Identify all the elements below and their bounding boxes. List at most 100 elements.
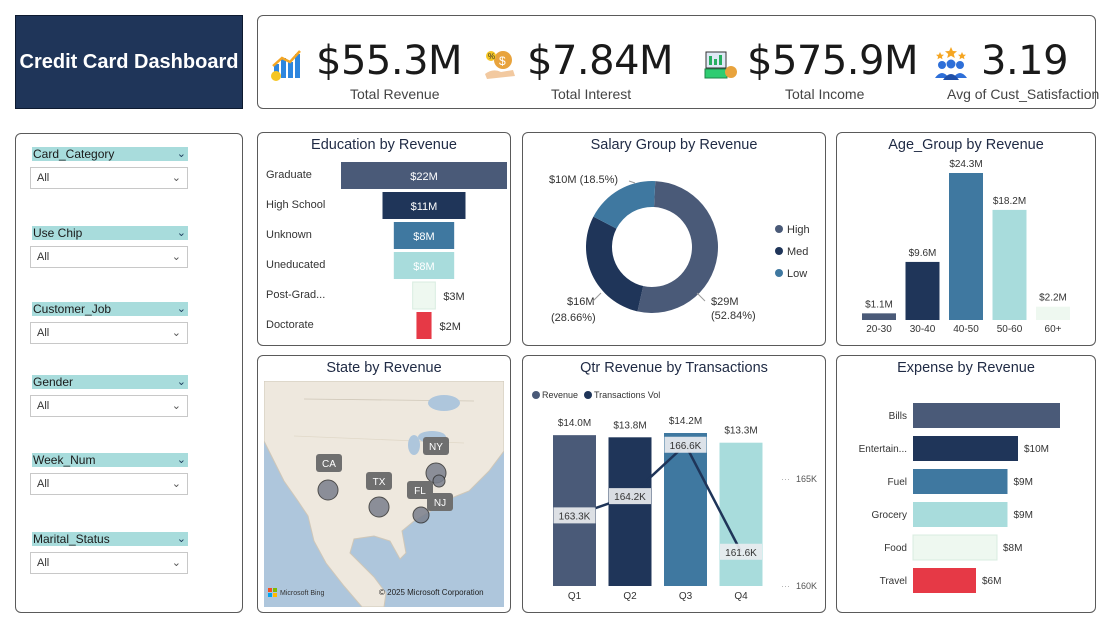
salary-slice-high xyxy=(637,181,718,313)
slicer-header[interactable]: Card_Category ⌄ xyxy=(32,147,188,161)
slicer-header[interactable]: Customer_Job ⌄ xyxy=(32,302,188,316)
salary-chart[interactable]: $29M (52.84%) $16M (28.66%) $10M (18.5%) High… xyxy=(523,133,827,347)
slicer-header[interactable]: Marital_Status ⌄ xyxy=(32,532,188,546)
qtr-category-label: Q4 xyxy=(734,591,748,602)
slicer-dropdown[interactable]: All ⌄ xyxy=(30,395,188,417)
kpi-avg-satisfaction-label: Avg of Cust_Satisfaction xyxy=(947,86,1100,102)
slicer-dropdown[interactable]: All ⌄ xyxy=(30,246,188,268)
slicer-header[interactable]: Week_Num ⌄ xyxy=(32,453,188,467)
slicer-dropdown[interactable]: All ⌄ xyxy=(30,322,188,344)
age-value-label: $1.1M xyxy=(865,299,893,310)
expense-value-label: $9M xyxy=(1014,477,1033,488)
education-chart[interactable]: Graduate $22M High School $11M Unknown $8M Une… xyxy=(258,133,512,347)
age-bar xyxy=(905,261,940,320)
slicer-header[interactable]: Gender ⌄ xyxy=(32,375,188,389)
slicer-dropdown[interactable]: All ⌄ xyxy=(30,552,188,574)
salary-legend-marker xyxy=(775,225,783,233)
chevron-down-icon: ⌄ xyxy=(171,251,181,263)
expense-chart-title: Expense by Revenue xyxy=(897,360,1035,376)
qtr-transactions-label-bg xyxy=(664,436,707,453)
kpi-total-interest-value: $7.84M xyxy=(527,38,674,84)
education-value: $8M xyxy=(413,231,434,243)
expense-bar xyxy=(913,403,1060,428)
qtr-revenue-label: $13.8M xyxy=(613,420,646,431)
kpi-panel: $55.3M Total Revenue $ % $7.84M Total In… xyxy=(257,15,1099,109)
qtr-category-label: Q3 xyxy=(679,591,693,602)
expense-value-label: $10M xyxy=(1024,444,1049,455)
chevron-down-icon[interactable]: ⌄ xyxy=(176,303,186,315)
age-bar xyxy=(862,313,896,320)
salary-leader-line xyxy=(696,292,706,302)
education-chart-panel: Education by Revenue Graduate $22M High Sc… xyxy=(257,132,511,346)
bing-logo: Microsoft Bing xyxy=(268,588,324,597)
kpi-total-revenue-value: $55.3M xyxy=(316,38,463,84)
svg-text:$: $ xyxy=(499,54,506,68)
education-label: Unknown xyxy=(266,229,312,241)
qtr-revenue-label: $14.0M xyxy=(558,418,591,429)
marker-tx[interactable]: TX xyxy=(366,472,392,518)
slicer-header[interactable]: Use Chip ⌄ xyxy=(32,226,188,240)
svg-text:%: % xyxy=(488,52,495,61)
marker-ca[interactable]: CA xyxy=(316,454,342,501)
age-chart[interactable]: $1.1M 20-30 $9.6M 30-40 $24.3M 40-50 $18.2M 50-… xyxy=(837,133,1097,347)
qtr-transactions-label-bg xyxy=(553,507,596,524)
dashboard-title-box: Credit Card Dashboard xyxy=(15,15,243,109)
qtr-legend-label: Revenue xyxy=(542,390,578,400)
chevron-down-icon: ⌄ xyxy=(171,557,181,569)
age-category-label: 30-40 xyxy=(910,324,936,335)
slicer-value: All xyxy=(37,557,50,569)
marker-ny[interactable]: NY xyxy=(423,437,449,488)
qtr-category-label: Q1 xyxy=(568,591,582,602)
chevron-down-icon[interactable]: ⌄ xyxy=(176,227,186,239)
education-value: $2M xyxy=(440,321,461,333)
marker-nj[interactable]: NJ xyxy=(427,493,453,511)
chevron-down-icon[interactable]: ⌄ xyxy=(176,533,186,545)
slicer-dropdown[interactable]: All ⌄ xyxy=(30,473,188,495)
education-bar xyxy=(382,192,466,219)
education-label: Post-Grad... xyxy=(266,289,325,301)
dashboard-title: Credit Card Dashboard xyxy=(19,50,239,73)
qtr-y2-dots: ··· xyxy=(781,474,790,484)
chevron-down-icon: ⌄ xyxy=(171,172,181,184)
education-bar xyxy=(416,312,432,339)
education-bar xyxy=(393,252,455,279)
expense-category-label: Food xyxy=(884,543,907,554)
salary-legend-marker xyxy=(775,269,783,277)
chevron-down-icon: ⌄ xyxy=(171,400,181,412)
age-category-label: 20-30 xyxy=(866,324,892,335)
chevron-down-icon[interactable]: ⌄ xyxy=(176,376,186,388)
salary-leader-line xyxy=(628,180,636,184)
qtr-bar xyxy=(664,433,707,586)
age-bar xyxy=(1036,306,1070,320)
qtr-y2-dots: ··· xyxy=(781,581,790,591)
salary-label-med: $16M xyxy=(567,296,595,308)
marker-fl[interactable]: FL xyxy=(407,481,433,524)
salary-legend-label: High xyxy=(787,224,810,236)
education-value: $3M xyxy=(443,291,464,303)
marker-label-ny: NY xyxy=(429,442,443,453)
expense-bar xyxy=(913,568,976,593)
expense-chart[interactable]: Bills Entertain... $10M Fuel $9M Grocery $9M Fo… xyxy=(837,356,1097,614)
qtr-bar xyxy=(719,442,763,586)
chevron-down-icon[interactable]: ⌄ xyxy=(176,454,186,466)
expense-category-label: Grocery xyxy=(871,510,907,521)
slicer-dropdown[interactable]: All ⌄ xyxy=(30,167,188,189)
qtr-chart-title: Qtr Revenue by Transactions xyxy=(580,360,768,376)
kpi-avg-satisfaction: 3.19 Avg of Cust_Satisfaction xyxy=(933,16,1099,108)
map-brand: Microsoft Bing xyxy=(280,590,324,597)
qtr-legend-marker xyxy=(532,391,540,399)
qtr-legend-label: Transactions Vol xyxy=(594,390,660,400)
qtr-bar xyxy=(608,437,652,586)
education-value: $22M xyxy=(410,171,438,183)
marker-label-nj: NJ xyxy=(434,498,446,509)
education-bar xyxy=(412,281,436,310)
qtr-chart[interactable]: Revenue Transactions Vol $14.0M Q1 $13.8M Q2 $… xyxy=(523,356,827,614)
expense-bar xyxy=(913,436,1018,461)
qtr-y2-tick: 160K xyxy=(796,581,817,591)
salary-leader-line xyxy=(592,292,602,302)
chevron-down-icon[interactable]: ⌄ xyxy=(176,148,186,160)
slicer-value: All xyxy=(37,172,50,184)
state-map[interactable]: CA TX NY FL NJ Microsoft Bing © 2025 Mic… xyxy=(264,381,504,607)
marker-label-tx: TX xyxy=(373,477,386,488)
salary-chart-panel: Salary Group by Revenue $29M (52.84%) $16M… xyxy=(522,132,826,346)
